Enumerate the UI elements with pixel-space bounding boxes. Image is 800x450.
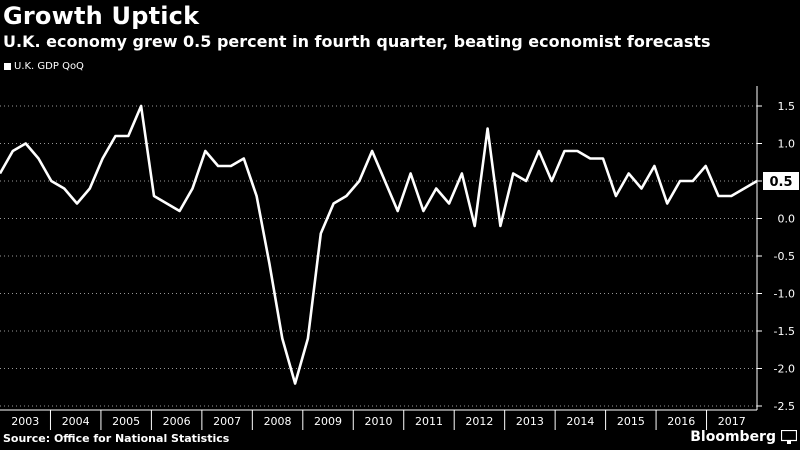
x-tick-label: 2013	[516, 415, 544, 428]
y-tick-label: -1.5	[774, 325, 795, 338]
x-tick-label: 2006	[163, 415, 191, 428]
x-tick-label: 2015	[617, 415, 645, 428]
x-tick-label: 2009	[314, 415, 342, 428]
y-tick-label: 1.5	[778, 100, 796, 113]
y-tick-label: 1.0	[778, 138, 796, 151]
legend: U.K. GDP QoQ	[4, 61, 84, 72]
x-tick-label: 2008	[264, 415, 292, 428]
y-tick-label: -0.5	[774, 250, 795, 263]
gdp-series-line	[0, 104, 758, 385]
x-tick-label: 2007	[213, 415, 241, 428]
y-tick-label: -1.0	[774, 288, 795, 301]
chart-title: Growth Uptick	[3, 2, 200, 30]
y-tick-label: -2.0	[774, 363, 795, 376]
last-value-label: 0.5	[769, 175, 792, 190]
x-tick-label: 2010	[365, 415, 393, 428]
x-tick-label: 2003	[11, 415, 39, 428]
x-tick-label: 2004	[62, 415, 90, 428]
chart-subtitle: U.K. economy grew 0.5 percent in fourth …	[3, 32, 711, 51]
last-value-box	[763, 172, 799, 190]
x-tick-label: 2012	[465, 415, 493, 428]
x-tick-label: 2011	[415, 415, 443, 428]
legend-swatch	[4, 63, 11, 70]
brand-logo: Bloomberg	[690, 429, 776, 445]
legend-label: U.K. GDP QoQ	[14, 61, 84, 72]
y-tick-label: -2.5	[774, 400, 795, 413]
x-tick-label: 2005	[112, 415, 140, 428]
source-note: Source: Office for National Statistics	[3, 432, 230, 445]
x-tick-label: 2014	[566, 415, 594, 428]
y-tick-label: 0.0	[778, 213, 796, 226]
terminal-icon	[781, 430, 797, 444]
x-tick-label: 2017	[718, 415, 746, 428]
x-tick-label: 2016	[667, 415, 695, 428]
